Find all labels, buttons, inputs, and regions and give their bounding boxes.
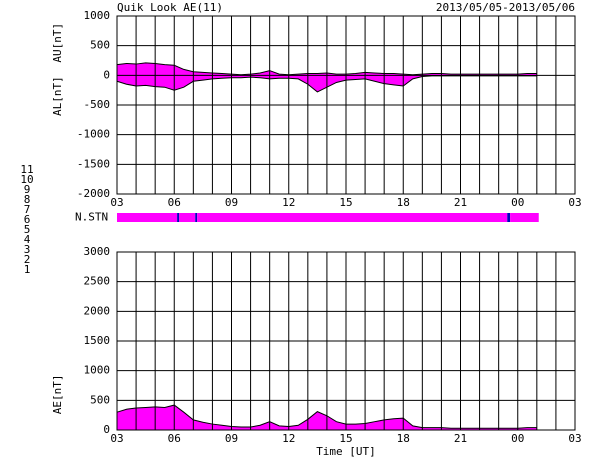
x-tick-label: 06	[168, 432, 181, 445]
x-tick-label: 03	[110, 196, 123, 209]
x-tick-label: 00	[511, 196, 524, 209]
station-segment	[177, 213, 180, 222]
x-tick-label: 00	[511, 432, 524, 445]
legend-entry: 8	[24, 193, 31, 206]
x-tick-label: 06	[168, 196, 181, 209]
legend-entry: 2	[24, 253, 31, 266]
y-tick-label: 1500	[84, 334, 111, 347]
y-axis-label: AL[nT]	[51, 76, 64, 116]
x-tick-label: 15	[339, 432, 352, 445]
title: Quik Look AE(11)	[117, 1, 223, 14]
y-tick-label: 0	[103, 68, 110, 81]
date-range: 2013/05/05-2013/05/06	[436, 1, 575, 14]
station-segment	[179, 213, 196, 222]
x-tick-label: 09	[225, 432, 238, 445]
y-tick-label: 0	[103, 423, 110, 436]
legend-entry: 4	[24, 233, 31, 246]
station-segment	[510, 213, 539, 222]
legend-entry: 5	[24, 223, 31, 236]
y-tick-label: 1000	[84, 364, 111, 377]
x-tick-label: 03	[110, 432, 123, 445]
y-tick-label: -500	[84, 98, 111, 111]
y-tick-label: 2500	[84, 275, 111, 288]
legend-entry: 1	[24, 263, 31, 276]
y-tick-label: 500	[90, 39, 110, 52]
legend-entry: 7	[24, 203, 31, 216]
x-tick-label: 21	[454, 432, 467, 445]
y-axis-label: AU[nT]	[51, 23, 64, 63]
x-tick-label: 21	[454, 196, 467, 209]
legend-entry: 11	[20, 163, 33, 176]
y-tick-label: 3000	[84, 245, 111, 258]
legend-entry: 6	[24, 213, 31, 226]
y-tick-label: -1000	[77, 128, 110, 141]
station-segment	[507, 213, 511, 222]
x-tick-label: 12	[282, 196, 295, 209]
x-tick-label: 15	[339, 196, 352, 209]
x-tick-label: 18	[397, 196, 410, 209]
x-tick-label: 03	[568, 432, 581, 445]
x-tick-label: 18	[397, 432, 410, 445]
plot-frame	[116, 15, 576, 195]
x-axis-label: Time [UT]	[316, 445, 376, 458]
station-segment	[197, 213, 508, 222]
x-tick-label: 03	[568, 196, 581, 209]
station-segment	[117, 213, 178, 222]
strip-label: N.STN	[75, 211, 108, 224]
y-tick-label: -1500	[77, 157, 110, 170]
legend-entry: 9	[24, 183, 31, 196]
x-tick-label: 12	[282, 432, 295, 445]
station-segment	[195, 213, 198, 222]
y-tick-label: 2000	[84, 304, 111, 317]
plot-frame	[116, 251, 576, 431]
y-tick-label: 500	[90, 393, 110, 406]
y-tick-label: -2000	[77, 187, 110, 200]
x-tick-label: 09	[225, 196, 238, 209]
legend-entry: 3	[24, 243, 31, 256]
y-tick-label: 1000	[84, 9, 111, 22]
legend-entry: 10	[20, 173, 33, 186]
y-axis-label: AE[nT]	[51, 375, 64, 415]
